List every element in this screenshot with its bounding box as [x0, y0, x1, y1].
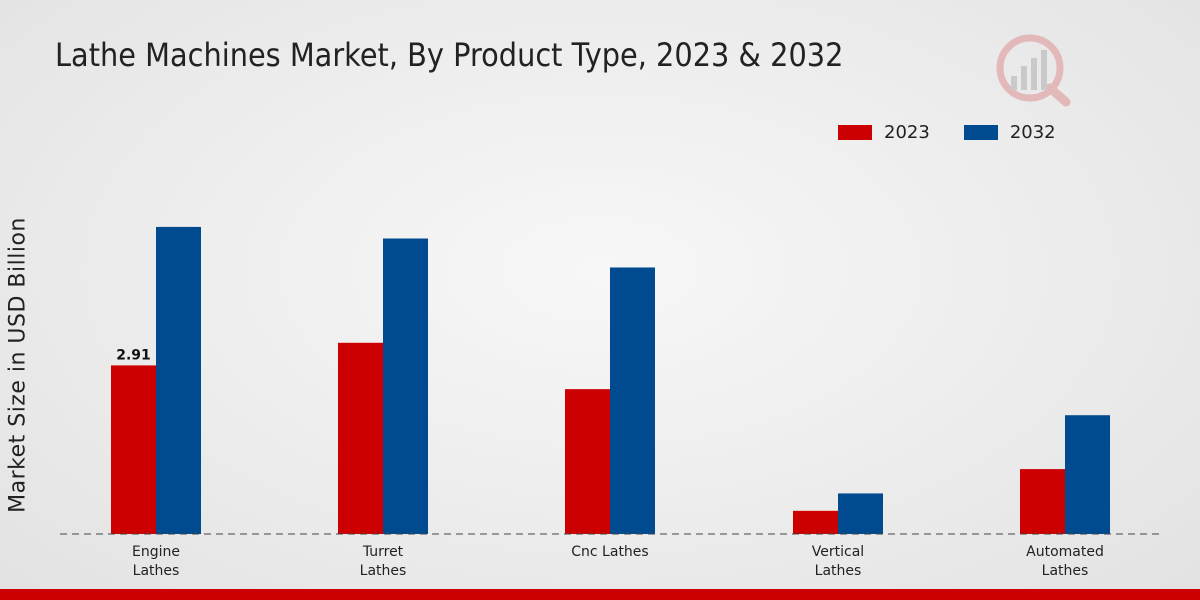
legend-label-2032: 2032	[1009, 122, 1056, 143]
legend-item-2023[interactable]: 2023	[838, 122, 930, 143]
bar-2032-engine-lathes[interactable]	[156, 226, 201, 535]
bar-2032-cnc-lathes[interactable]	[610, 267, 655, 534]
x-tick-label: Lathes	[815, 563, 862, 579]
bar-2032-automated-lathes[interactable]	[1065, 415, 1110, 534]
x-tick-label: Lathes	[360, 563, 407, 579]
bar-2023-vertical-lathes[interactable]	[793, 510, 838, 534]
bar-2023-cnc-lathes[interactable]	[565, 389, 610, 534]
legend-label-2023: 2023	[884, 122, 930, 143]
x-tick-label: Engine	[132, 544, 180, 560]
bar-2032-turret-lathes[interactable]	[383, 238, 428, 535]
bar-2023-automated-lathes[interactable]	[1020, 469, 1065, 534]
legend-swatch-2023	[838, 125, 872, 140]
x-tick-label: Turret	[362, 544, 404, 560]
x-tick-label: Lathes	[133, 563, 180, 579]
x-tick-label: Automated	[1026, 544, 1104, 560]
bar-2032-vertical-lathes[interactable]	[838, 493, 883, 534]
legend-swatch-2032	[963, 125, 998, 140]
legend-item-2032[interactable]: 2032	[963, 122, 1056, 143]
chart-title: Lathe Machines Market, By Product Type, …	[55, 36, 844, 74]
x-tick-label: Cnc Lathes	[571, 544, 648, 560]
data-label: 2.91	[116, 347, 151, 363]
bar-2023-engine-lathes[interactable]	[111, 365, 156, 534]
x-tick-label: Vertical	[812, 544, 864, 560]
brand-logo-icon	[990, 28, 1074, 112]
bar-2023-turret-lathes[interactable]	[338, 342, 383, 534]
chart-legend: 2023 2032	[838, 122, 1090, 143]
bottom-accent-bar	[0, 589, 1200, 600]
x-tick-label: Lathes	[1042, 563, 1089, 579]
